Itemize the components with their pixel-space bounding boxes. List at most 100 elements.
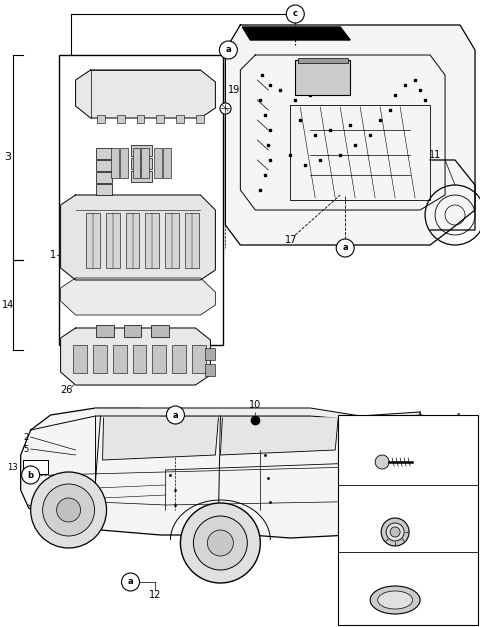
Text: 25: 25 xyxy=(63,63,75,73)
Text: a: a xyxy=(128,577,133,586)
Text: 18: 18 xyxy=(423,567,437,577)
Bar xyxy=(153,345,167,373)
Text: b: b xyxy=(28,470,34,480)
Text: 9: 9 xyxy=(86,184,91,194)
Bar xyxy=(110,148,119,178)
Bar xyxy=(390,485,410,510)
Text: a: a xyxy=(173,411,178,419)
Bar xyxy=(172,345,186,373)
Circle shape xyxy=(193,516,247,570)
Bar xyxy=(156,115,165,123)
Polygon shape xyxy=(60,278,216,315)
Text: a: a xyxy=(355,426,361,435)
Bar xyxy=(96,115,105,123)
Bar xyxy=(117,115,124,123)
Bar xyxy=(96,148,111,159)
Text: 5: 5 xyxy=(24,446,29,455)
Bar xyxy=(96,160,111,171)
Bar xyxy=(185,213,199,268)
Text: 1: 1 xyxy=(49,250,56,260)
Text: c: c xyxy=(356,567,360,576)
Bar xyxy=(72,345,86,373)
Text: 21: 21 xyxy=(423,502,437,512)
Circle shape xyxy=(57,498,81,522)
Bar xyxy=(85,213,99,268)
Bar xyxy=(132,345,146,373)
Bar xyxy=(112,345,127,373)
Polygon shape xyxy=(103,418,218,460)
Text: 16: 16 xyxy=(156,172,165,181)
Circle shape xyxy=(121,573,140,591)
Bar xyxy=(96,172,111,183)
Text: 2: 2 xyxy=(24,433,29,443)
Circle shape xyxy=(375,455,389,469)
Circle shape xyxy=(363,488,447,572)
Polygon shape xyxy=(220,418,338,455)
Circle shape xyxy=(167,406,184,424)
Text: 17: 17 xyxy=(285,235,298,245)
Bar xyxy=(106,213,120,268)
Bar xyxy=(23,460,48,474)
Text: 14: 14 xyxy=(1,300,14,310)
Bar xyxy=(131,171,153,182)
Bar xyxy=(338,415,478,625)
Circle shape xyxy=(43,484,95,536)
Polygon shape xyxy=(60,195,216,280)
Bar xyxy=(142,148,149,178)
Bar xyxy=(125,213,140,268)
Text: a: a xyxy=(342,243,348,253)
Text: 23: 23 xyxy=(72,191,83,199)
Bar xyxy=(298,58,348,63)
Circle shape xyxy=(392,517,418,543)
Bar xyxy=(131,145,153,156)
Bar xyxy=(123,325,142,337)
Polygon shape xyxy=(242,27,350,40)
Circle shape xyxy=(31,472,107,548)
Bar xyxy=(96,184,111,195)
Text: 19: 19 xyxy=(228,85,240,95)
Circle shape xyxy=(22,466,40,484)
Polygon shape xyxy=(96,408,420,420)
Bar xyxy=(164,148,171,178)
Bar xyxy=(132,148,141,178)
Text: 26: 26 xyxy=(60,385,73,395)
Circle shape xyxy=(180,503,260,583)
Circle shape xyxy=(390,527,400,537)
Circle shape xyxy=(381,518,409,546)
Text: 4: 4 xyxy=(455,413,461,423)
Bar xyxy=(295,60,350,95)
Bar xyxy=(177,115,184,123)
Bar xyxy=(205,364,216,376)
Bar xyxy=(205,348,216,360)
Polygon shape xyxy=(21,408,460,538)
Text: 11: 11 xyxy=(429,150,441,160)
Bar xyxy=(192,345,206,373)
Text: 22: 22 xyxy=(156,145,165,154)
Polygon shape xyxy=(226,25,475,245)
Text: b: b xyxy=(355,502,361,512)
Text: 10: 10 xyxy=(249,400,262,410)
Text: 8: 8 xyxy=(156,159,160,167)
Circle shape xyxy=(349,421,367,439)
Text: 24: 24 xyxy=(81,149,91,157)
Text: 3: 3 xyxy=(4,152,11,162)
Circle shape xyxy=(386,523,404,541)
Text: 7: 7 xyxy=(86,172,91,181)
Bar xyxy=(93,345,107,373)
Circle shape xyxy=(377,502,433,558)
Circle shape xyxy=(286,5,304,23)
Ellipse shape xyxy=(370,586,420,614)
Bar xyxy=(96,325,114,337)
Bar xyxy=(131,158,153,169)
Bar xyxy=(155,148,162,178)
Text: 13: 13 xyxy=(7,463,18,472)
Circle shape xyxy=(336,239,354,257)
Circle shape xyxy=(349,498,367,516)
Text: 12: 12 xyxy=(149,590,162,600)
Bar xyxy=(152,325,169,337)
Text: 6: 6 xyxy=(86,161,91,169)
Polygon shape xyxy=(60,328,210,385)
Bar xyxy=(120,148,128,178)
Text: 15: 15 xyxy=(185,200,198,210)
Circle shape xyxy=(349,563,367,581)
